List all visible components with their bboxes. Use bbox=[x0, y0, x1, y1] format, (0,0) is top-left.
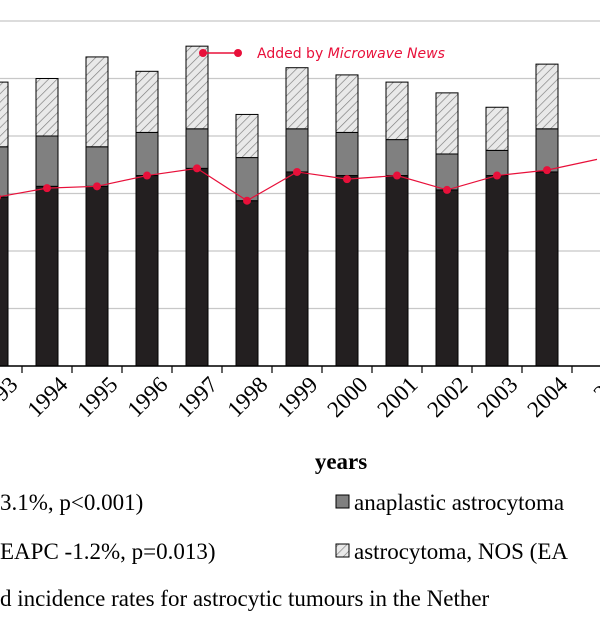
x-tick-label-2004: 2004 bbox=[522, 372, 573, 423]
trend-point-1993 bbox=[0, 194, 1, 200]
bar-1995-anaplastic-astrocytoma bbox=[85, 146, 109, 187]
trend-point-1996 bbox=[143, 171, 151, 180]
trend-point-1998 bbox=[243, 196, 251, 205]
x-tick-label-1998: 1998 bbox=[222, 372, 272, 422]
legend-text-anaplastic: anaplastic astrocytoma bbox=[354, 490, 564, 515]
bar-1997-astrocytoma-nos bbox=[185, 45, 209, 130]
annotation-text: Added by Microwave News bbox=[257, 46, 445, 62]
legend-text-astrocytoma-nos: astrocytoma, NOS (EA bbox=[354, 539, 568, 564]
annotation-prefix: Added by bbox=[257, 46, 323, 62]
bar-1998-glioblastoma bbox=[235, 200, 259, 367]
trend-point-1999 bbox=[293, 167, 301, 176]
bar-1994-anaplastic-astrocytoma bbox=[35, 135, 59, 187]
legend: 3.1%, p<0.001) anaplastic astrocytoma EA… bbox=[0, 490, 568, 564]
x-axis-label: years bbox=[315, 449, 367, 474]
bar-2004-anaplastic-astrocytoma bbox=[535, 128, 559, 173]
x-tick-label-1999: 1999 bbox=[272, 372, 322, 422]
x-axis bbox=[0, 365, 600, 373]
x-tick-label-2005: 20 bbox=[589, 372, 600, 406]
bar-2000-anaplastic-astrocytoma bbox=[335, 131, 359, 177]
bar-2000-glioblastoma bbox=[335, 175, 359, 367]
trend-point-1994 bbox=[43, 184, 51, 193]
x-tick-label-1995: 1995 bbox=[72, 372, 122, 422]
x-tick-label-1996: 1996 bbox=[122, 372, 172, 422]
bar-1994-astrocytoma-nos bbox=[35, 78, 59, 137]
trend-point-2002 bbox=[443, 185, 451, 194]
x-tick-label-2003: 2003 bbox=[472, 372, 522, 422]
bar-2002-glioblastoma bbox=[435, 189, 459, 367]
bar-1997-anaplastic-astrocytoma bbox=[185, 128, 209, 169]
x-tick-label-2000: 2000 bbox=[322, 372, 372, 422]
legend-text-low-grade: EAPC -1.2%, p=0.013) bbox=[0, 539, 216, 564]
annotation: Added by Microwave News bbox=[199, 46, 445, 62]
x-tick-label-1994: 1994 bbox=[22, 372, 73, 423]
bar-1996-glioblastoma bbox=[135, 175, 159, 367]
trend-point-1997 bbox=[193, 164, 201, 173]
x-tick-label-1997: 1997 bbox=[172, 372, 222, 422]
legend-swatch-astrocytoma-nos bbox=[335, 543, 350, 558]
bar-2000-astrocytoma-nos bbox=[335, 74, 359, 133]
annotation-italic: Microwave News bbox=[328, 46, 445, 62]
bar-2004-astrocytoma-nos bbox=[535, 63, 559, 130]
bar-2003-astrocytoma-nos bbox=[485, 106, 509, 151]
bar-1996-astrocytoma-nos bbox=[135, 70, 159, 133]
bar-2002-anaplastic-astrocytoma bbox=[435, 153, 459, 191]
annotation-marker-right bbox=[234, 49, 242, 57]
bar-1998-anaplastic-astrocytoma bbox=[235, 157, 259, 202]
bar-1998-astrocytoma-nos bbox=[235, 113, 259, 159]
x-tick-label-2001: 2001 bbox=[372, 372, 422, 422]
legend-swatch-anaplastic bbox=[335, 494, 350, 509]
bar-1999-anaplastic-astrocytoma bbox=[285, 128, 309, 173]
legend-text-glioblastoma: 3.1%, p<0.001) bbox=[0, 490, 143, 515]
trend-point-2003 bbox=[493, 171, 501, 180]
bar-1997-glioblastoma bbox=[185, 167, 209, 367]
bar-1993-glioblastoma bbox=[0, 196, 9, 367]
bar-2001-astrocytoma-nos bbox=[385, 81, 409, 141]
bar-1993-anaplastic-astrocytoma bbox=[0, 146, 9, 198]
bar-2004-glioblastoma bbox=[535, 171, 559, 367]
bar-1995-glioblastoma bbox=[85, 185, 109, 367]
bar-1996-anaplastic-astrocytoma bbox=[135, 131, 159, 177]
bar-1995-astrocytoma-nos bbox=[85, 56, 109, 148]
x-tick-label-1993: 93 bbox=[0, 372, 23, 406]
bar-1993-astrocytoma-nos bbox=[0, 81, 9, 148]
bar-2003-glioblastoma bbox=[485, 175, 509, 367]
x-tick-labels: 93 1994 1995 1996 1997 1998 1999 2000 2001 2002 20… bbox=[0, 372, 600, 423]
bar-2002-astrocytoma-nos bbox=[435, 92, 459, 155]
bar-2001-glioblastoma bbox=[385, 175, 409, 367]
bar-1994-glioblastoma bbox=[35, 185, 59, 367]
trend-point-2001 bbox=[393, 171, 401, 180]
trend-point-2004 bbox=[543, 166, 551, 175]
trend-point-2000 bbox=[343, 175, 351, 184]
bar-1999-glioblastoma bbox=[285, 171, 309, 367]
bars bbox=[0, 45, 559, 367]
bar-1999-astrocytoma-nos bbox=[285, 67, 309, 130]
trend-line bbox=[0, 158, 598, 205]
figure-caption: d incidence rates for astrocytic tumours… bbox=[0, 586, 490, 611]
annotation-marker-left bbox=[199, 49, 207, 57]
trend-point-1995 bbox=[93, 182, 101, 191]
x-tick-label-2002: 2002 bbox=[422, 372, 472, 422]
bar-2001-anaplastic-astrocytoma bbox=[385, 139, 409, 177]
